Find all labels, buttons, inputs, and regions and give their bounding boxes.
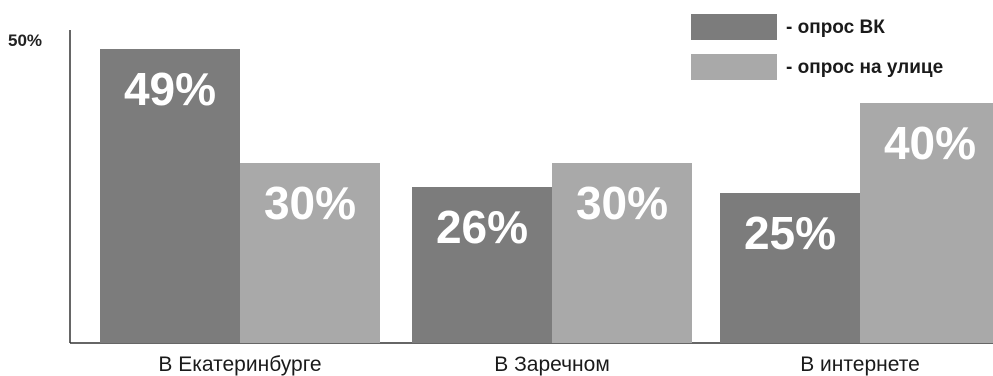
bar-street-0 — [240, 163, 380, 343]
bar-vk-1 — [412, 187, 552, 343]
category-labels: В Екатеринбурге В Заречном В интернете — [158, 353, 919, 376]
legend-label-street: - опрос на улице — [786, 57, 943, 78]
bars-group: 49% 30% 26% 30% 25% 40% — [100, 49, 993, 343]
category-label-2: В интернете — [800, 353, 920, 376]
data-label-vk-2: 25% — [744, 207, 836, 259]
data-label-vk-1: 26% — [436, 201, 528, 253]
legend: - опрос ВК - опрос на улице — [691, 14, 943, 80]
data-label-street-1: 30% — [576, 177, 668, 229]
y-tick-label: 50% — [8, 31, 42, 50]
bar-street-2 — [860, 103, 993, 343]
legend-swatch-vk — [691, 14, 777, 40]
bar-vk-2 — [720, 193, 860, 343]
category-label-0: В Екатеринбурге — [158, 353, 321, 376]
data-label-vk-0: 49% — [124, 63, 216, 115]
data-label-street-2: 40% — [884, 117, 976, 169]
data-label-street-0: 30% — [264, 177, 356, 229]
bar-vk-0 — [100, 49, 240, 343]
legend-label-vk: - опрос ВК — [786, 17, 885, 38]
legend-swatch-street — [691, 54, 777, 80]
bar-street-1 — [552, 163, 692, 343]
category-label-1: В Заречном — [494, 353, 610, 376]
